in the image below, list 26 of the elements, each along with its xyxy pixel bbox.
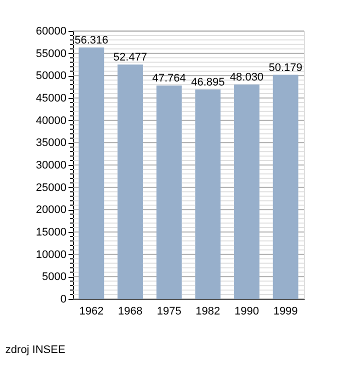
- y-tick-label: 15000: [36, 226, 66, 238]
- y-tick-label: 20000: [36, 204, 66, 216]
- y-tick-label: 60000: [36, 26, 66, 38]
- x-tick-label: 1975: [156, 306, 182, 318]
- y-tick-label: 35000: [36, 137, 66, 150]
- y-tick-label: 45000: [36, 92, 66, 104]
- data-label: 52.477: [113, 52, 148, 64]
- data-label: 50.179: [268, 62, 302, 74]
- data-label: 47.764: [152, 72, 186, 85]
- y-tick-label: 30000: [36, 160, 66, 172]
- data-label: 46.895: [191, 76, 225, 89]
- y-tick-label: 0: [60, 294, 66, 306]
- x-tick-label: 1990: [234, 306, 259, 318]
- data-label: 56.316: [74, 34, 108, 46]
- y-tick-label: 10000: [36, 248, 66, 261]
- text: zdroj INSEE: [5, 344, 66, 356]
- x-tick-label: 1968: [118, 306, 143, 318]
- y-tick-label: 55000: [36, 48, 66, 60]
- x-tick-label: 1982: [196, 306, 220, 318]
- x-tick-label: 1962: [79, 306, 104, 318]
- data-label: 48.030: [230, 71, 264, 84]
- y-tick-label: 25000: [36, 182, 66, 194]
- x-tick-label: 1999: [273, 306, 298, 318]
- y-tick-label: 40000: [36, 114, 66, 127]
- y-tick-label: 50000: [36, 70, 66, 82]
- y-tick-label: 5000: [42, 271, 66, 284]
